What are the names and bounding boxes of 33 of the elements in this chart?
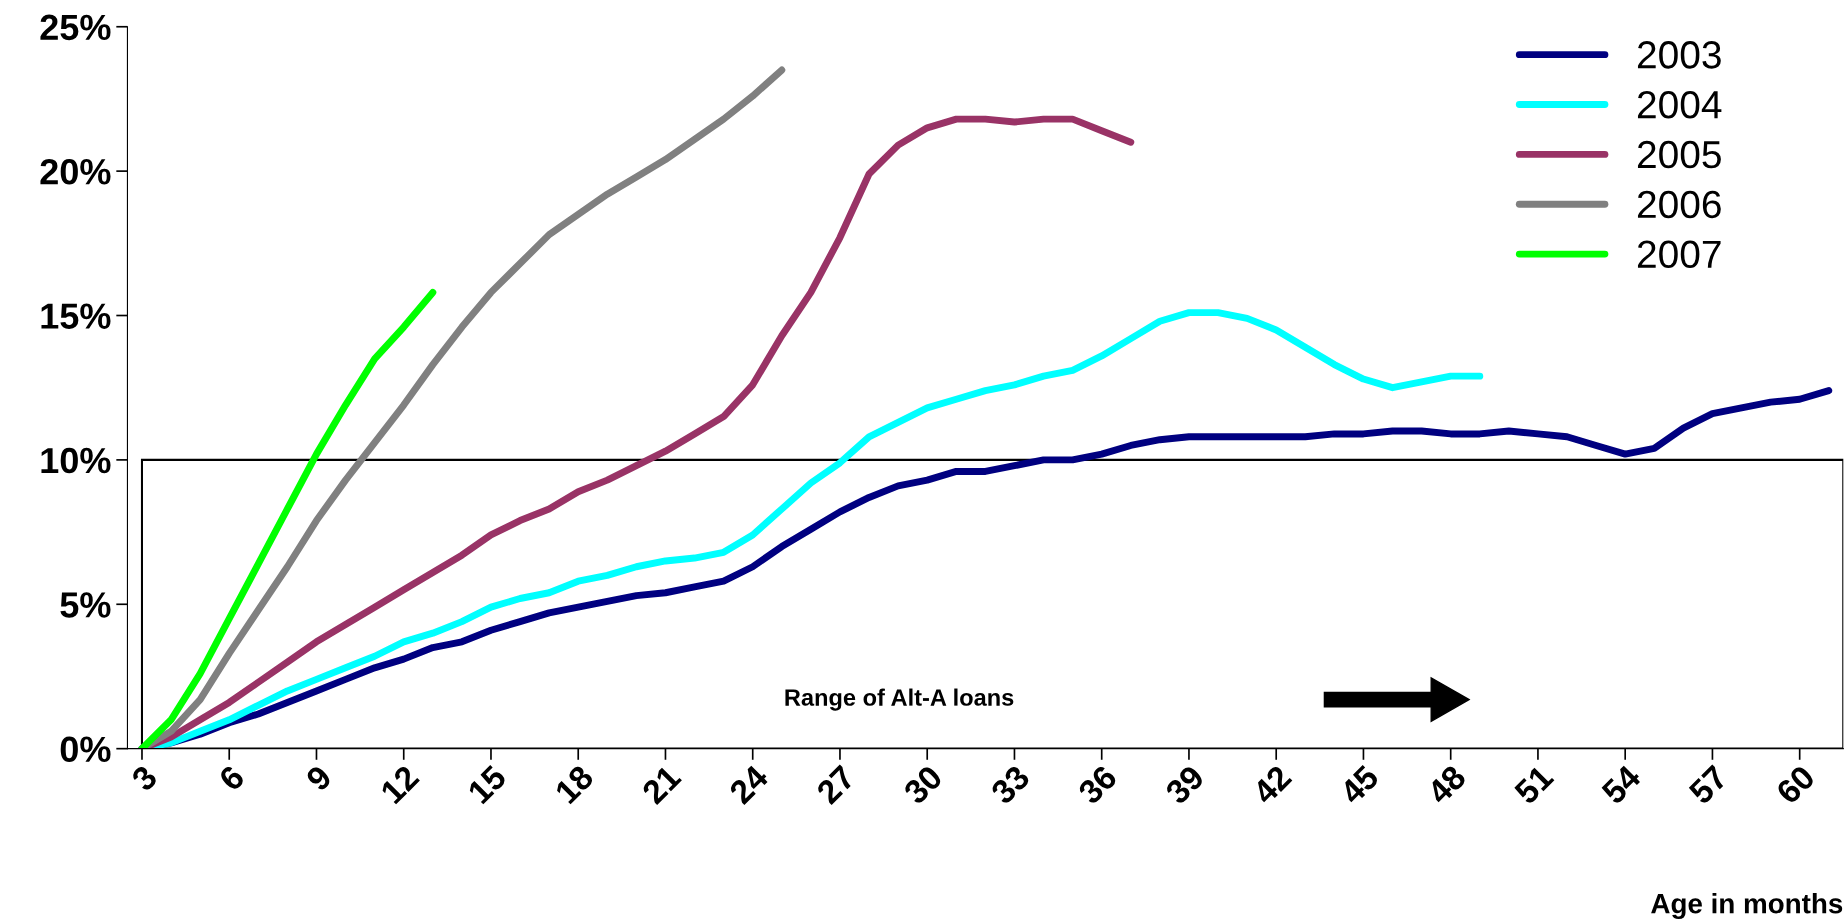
x-tick-label: 24 (727, 763, 770, 806)
x-tick-label: 42 (1250, 764, 1293, 806)
x-tick-label: 54 (1600, 763, 1643, 806)
x-tick-label: 18 (554, 763, 595, 805)
legend-label: 2004 (1637, 90, 1722, 119)
x-tick-label: 3 (130, 764, 159, 793)
y-tick-label: 0% (60, 736, 111, 763)
x-tick-label: 12 (379, 764, 420, 805)
x-tick-label: 51 (1513, 764, 1555, 806)
legend-label: 2005 (1637, 140, 1721, 169)
x-tick-label: 33 (989, 764, 1031, 806)
y-tick-label: 25% (40, 14, 111, 41)
legend-label: 2003 (1637, 41, 1721, 69)
x-tick-label: 60 (1774, 764, 1817, 806)
x-tick-label: 27 (815, 764, 857, 806)
x-tick-label: 45 (1338, 764, 1381, 806)
x-axis-title: Age in months (1651, 893, 1843, 920)
y-tick-label: 20% (40, 158, 111, 185)
legend-label: 2006 (1637, 190, 1721, 219)
y-tick-label: 15% (41, 303, 111, 329)
x-tick-label: 9 (304, 764, 333, 793)
x-tick-label: 6 (217, 764, 246, 793)
x-tick-label: 36 (1076, 764, 1119, 806)
x-tick-label: 30 (902, 764, 944, 806)
x-tick-label: 48 (1425, 763, 1468, 806)
x-tick-label: 39 (1163, 764, 1206, 806)
x-tick-label: 15 (467, 764, 508, 805)
y-tick-label: 10% (41, 447, 111, 474)
band-label: Range of Alt-A loans (785, 688, 1014, 711)
legend-label: 2007 (1637, 240, 1721, 269)
x-tick-label: 21 (640, 763, 682, 806)
y-tick-label: 5% (60, 592, 111, 618)
x-tick-label: 57 (1687, 764, 1729, 806)
